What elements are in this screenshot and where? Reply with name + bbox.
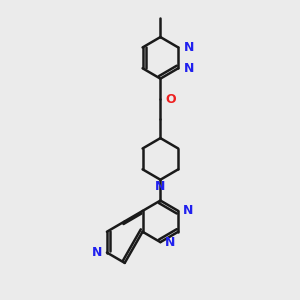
- Text: O: O: [165, 93, 176, 106]
- Text: N: N: [183, 204, 194, 218]
- Text: N: N: [165, 236, 176, 249]
- Text: N: N: [184, 41, 194, 54]
- Text: N: N: [155, 180, 166, 193]
- Text: N: N: [184, 62, 194, 75]
- Text: N: N: [92, 246, 102, 259]
